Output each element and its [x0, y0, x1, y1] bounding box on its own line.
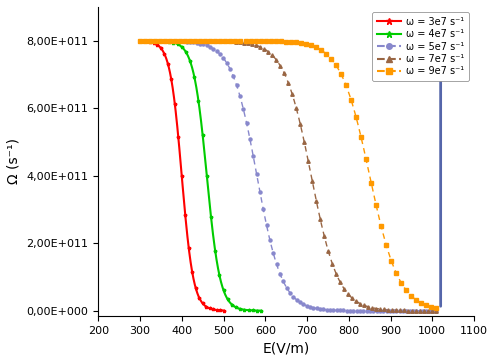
Legend: ω = 3e7 s⁻¹, ω = 4e7 s⁻¹, ω = 5e7 s⁻¹, ω = 7e7 s⁻¹, ω = 9e7 s⁻¹: ω = 3e7 s⁻¹, ω = 4e7 s⁻¹, ω = 5e7 s⁻¹, ω… [372, 12, 469, 81]
Y-axis label: Ω (s⁻¹): Ω (s⁻¹) [7, 138, 21, 184]
X-axis label: E(V/m): E(V/m) [262, 341, 310, 355]
